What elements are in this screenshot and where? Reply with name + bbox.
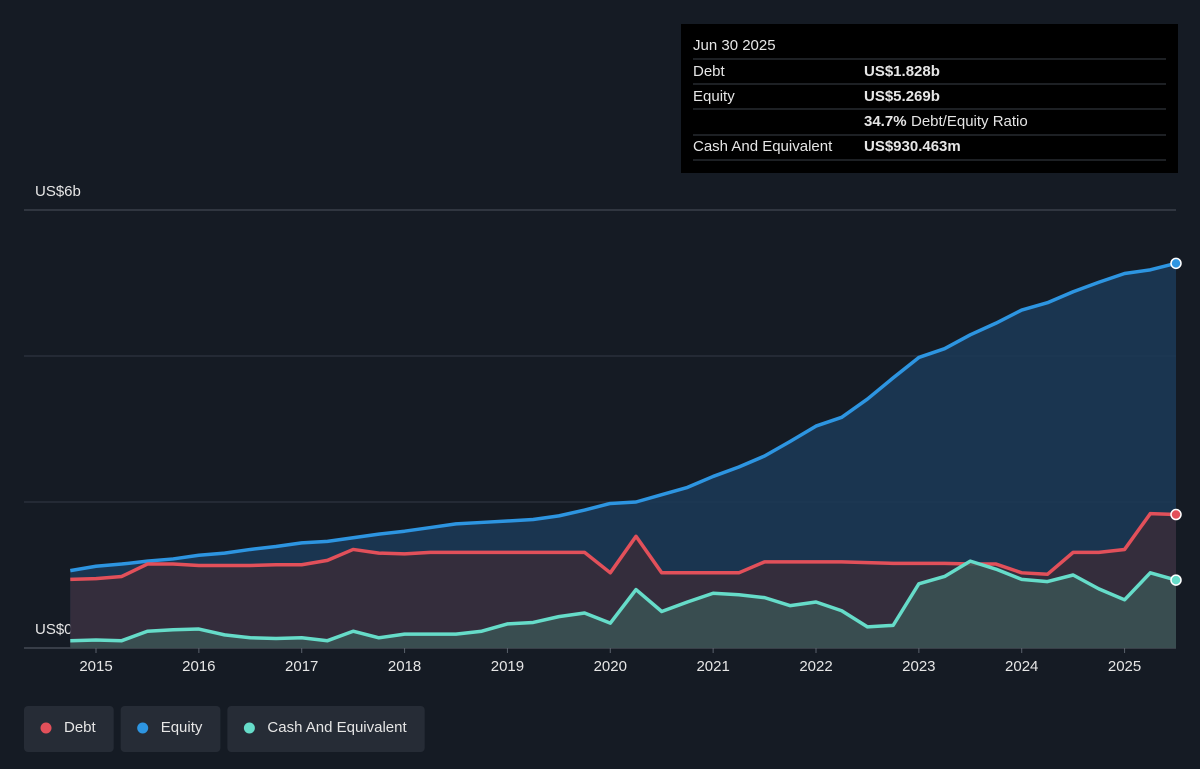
line: [70, 511, 1177, 582]
x-tick-label: 2022: [799, 658, 832, 675]
line: [70, 559, 1177, 643]
x-tick-label: 2021: [696, 658, 729, 675]
legend-dot: [137, 722, 149, 734]
x-tick-label: 2016: [182, 658, 215, 675]
tooltip-label: Equity: [693, 88, 735, 105]
x-tick-label: 2020: [594, 658, 627, 675]
x-tick-label: 2023: [902, 658, 935, 675]
tooltip-value: US$1.828b: [864, 63, 940, 80]
x-tick-label: 2024: [1005, 658, 1038, 675]
x-tick-label: 2019: [491, 658, 524, 675]
y-tick-label: US$0: [35, 621, 73, 638]
end-dot: [1170, 574, 1182, 586]
line: [69, 261, 1177, 573]
tooltip-label: Debt: [693, 63, 726, 80]
legend-label: Cash And Equivalent: [267, 719, 407, 736]
tooltip: [681, 24, 1178, 173]
y-tick-label: US$6b: [35, 183, 81, 200]
ratio-value: 34.7%: [864, 113, 907, 130]
x-tick-label: 2018: [388, 658, 421, 675]
x-tick-label: 2025: [1108, 658, 1141, 675]
end-dot: [1170, 508, 1182, 521]
legend-item: Debt: [24, 706, 114, 752]
legend-label: Debt: [64, 719, 97, 736]
tooltip-label: Cash And Equivalent: [693, 138, 833, 155]
tooltip-value: US$5.269b: [864, 88, 940, 105]
legend-button: [227, 706, 425, 752]
end-dot: [1170, 257, 1182, 270]
legend-label: Equity: [161, 719, 203, 736]
x-tick-label: 2017: [285, 658, 318, 675]
legend-dot: [40, 722, 52, 734]
ratio-label: Debt/Equity Ratio: [911, 113, 1028, 130]
x-tick-label: 2015: [79, 658, 112, 675]
tooltip-value: US$930.463m: [864, 138, 961, 155]
area: [70, 561, 1176, 648]
legend-dot: [243, 722, 255, 734]
legend-button: [120, 706, 221, 752]
legend-button: [24, 706, 114, 752]
tooltip-title: Jun 30 2025: [693, 37, 776, 54]
legend-item: Equity: [120, 706, 221, 752]
legend-item: Cash And Equivalent: [227, 706, 425, 752]
